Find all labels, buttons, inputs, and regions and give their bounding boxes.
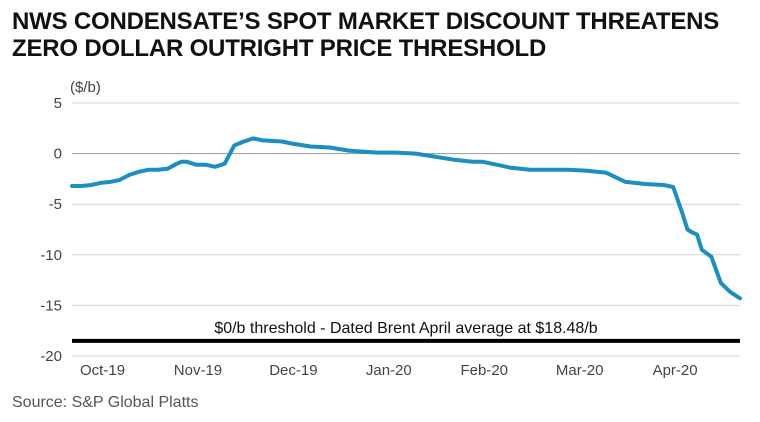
x-tick-label: Mar-20 — [556, 362, 604, 379]
y-tick-label: -15 — [40, 297, 62, 314]
x-tick-label: Apr-20 — [653, 362, 698, 379]
y-tick-label: 0 — [54, 146, 62, 163]
x-tick-label: Oct-19 — [80, 362, 125, 379]
x-tick-label: Jan-20 — [366, 362, 412, 379]
threshold-label: $0/b threshold - Dated Brent April avera… — [214, 320, 597, 337]
x-tick-label: Nov-19 — [174, 362, 222, 379]
y-axis-ticks: 5 0 -5 -10 -15 -20 — [40, 95, 62, 365]
x-axis-ticks: Oct-19 Nov-19 Dec-19 Jan-20 Feb-20 Mar-20 Apr-… — [80, 362, 698, 379]
chart-title: NWS CONDENSATE’S SPOT MARKET DISCOUNT TH… — [12, 8, 752, 62]
series-line — [70, 136, 742, 301]
x-tick-label: Feb-20 — [460, 362, 508, 379]
x-tick-label: Dec-19 — [269, 362, 317, 379]
y-tick-label: -10 — [40, 247, 62, 264]
y-axis-unit-label: ($/b) — [70, 79, 101, 96]
y-tick-label: -20 — [40, 348, 62, 365]
chart-title-line-2: ZERO DOLLAR OUTRIGHT PRICE THRESHOLD — [12, 35, 547, 62]
source-note: Source: S&P Global Platts — [12, 394, 199, 411]
chart-title-line-1: NWS CONDENSATE’S SPOT MARKET DISCOUNT TH… — [12, 8, 720, 35]
grid-lines — [72, 102, 740, 357]
y-tick-label: -5 — [49, 196, 62, 213]
y-tick-label: 5 — [54, 95, 62, 112]
